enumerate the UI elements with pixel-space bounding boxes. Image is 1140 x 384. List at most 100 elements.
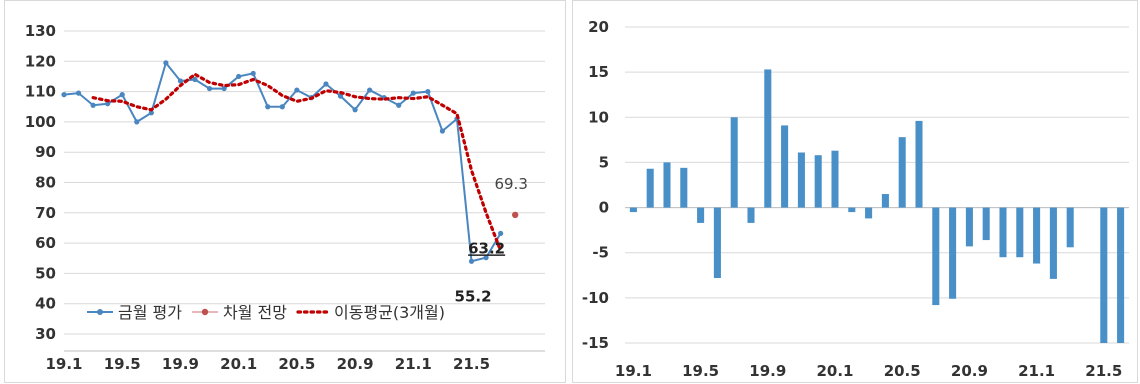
bar — [646, 168, 654, 208]
x-tick-label: 20.9 — [951, 362, 988, 380]
y-tick-label: 130 — [25, 22, 56, 40]
data-point — [498, 230, 504, 237]
bar — [663, 162, 671, 208]
y-tick-label: 0 — [599, 199, 609, 217]
data-label: 55.2 — [455, 288, 492, 306]
legend-label: 이동평균(3개월) — [334, 303, 445, 322]
legend-swatch-marker — [201, 308, 209, 316]
data-point — [177, 78, 184, 84]
data-point — [352, 107, 358, 113]
bar — [680, 167, 688, 208]
x-tick-label: 20.5 — [278, 355, 315, 373]
data-point — [294, 87, 300, 93]
bar — [747, 207, 755, 223]
y-tick-label: 20 — [588, 18, 609, 36]
y-tick-label: 30 — [35, 325, 56, 343]
bar — [865, 207, 873, 219]
x-tick-label: 19.5 — [104, 355, 141, 373]
x-tick-label: 19.9 — [749, 362, 786, 380]
bar — [982, 207, 990, 241]
data-point — [439, 128, 446, 134]
y-tick-label: 15 — [588, 63, 609, 81]
data-point — [90, 102, 96, 108]
data-label: 69.3 — [494, 175, 527, 193]
x-tick-label: 19.9 — [162, 355, 199, 373]
bar — [831, 150, 839, 208]
line-chart-panel: 30 40 50 60 70 80 90 100 110 120 130 19.1 19.5 19.9 20… — [4, 0, 566, 383]
data-point — [163, 60, 169, 66]
bar-chart: -15 -10 -5 0 5 10 15 20 19.1 19.5 19.9 20.1 20.5 20.9… — [582, 18, 1129, 380]
data-point — [134, 119, 140, 125]
x-tick-label: 20.9 — [337, 355, 374, 373]
data-point — [323, 81, 329, 87]
bar — [1049, 207, 1057, 279]
data-point — [105, 101, 111, 107]
legend: 금월 평가 차월 전망 이동평균(3개월) — [87, 303, 445, 322]
x-tick-label: 19.5 — [682, 362, 719, 380]
data-point — [250, 70, 256, 77]
legend-swatch-marker — [97, 309, 103, 315]
series-line-moving-average — [91, 72, 503, 253]
bar — [932, 207, 940, 306]
data-point — [483, 255, 489, 261]
data-label: 63.2 — [468, 239, 505, 257]
data-point — [75, 90, 82, 96]
x-tick-label: 21.1 — [1018, 362, 1055, 380]
data-point — [337, 93, 344, 99]
x-tick-label: 19.1 — [615, 362, 652, 380]
y-tick-label: -15 — [582, 334, 609, 352]
x-tick-label: 20.5 — [884, 362, 921, 380]
y-tick-label: 100 — [25, 113, 56, 131]
bar — [848, 207, 856, 213]
x-tick-label: 21.1 — [395, 355, 432, 373]
y-tick-label: 90 — [35, 143, 56, 161]
bar — [881, 194, 889, 208]
x-tick-label: 20.1 — [220, 355, 257, 373]
bar — [1117, 207, 1125, 343]
y-tick-label: 50 — [35, 264, 56, 282]
bar — [1066, 207, 1074, 248]
x-tick-label: 21.5 — [1085, 362, 1122, 380]
line-chart: 30 40 50 60 70 80 90 100 110 120 130 19.1 19.5 19.9 20… — [25, 22, 545, 373]
y-tick-label: 80 — [35, 174, 56, 192]
bar — [629, 207, 637, 213]
data-point — [396, 102, 402, 108]
data-point — [367, 87, 373, 93]
bar — [781, 125, 789, 208]
bar — [1033, 207, 1041, 264]
data-point — [221, 85, 227, 92]
legend-label: 차월 전망 — [223, 303, 287, 322]
y-tick-label: 120 — [25, 52, 56, 70]
bar — [764, 69, 772, 208]
legend-label: 금월 평가 — [118, 303, 182, 322]
x-tick-label: 21.5 — [453, 355, 490, 373]
data-point — [206, 85, 213, 92]
bar-chart-panel: -15 -10 -5 0 5 10 15 20 19.1 19.5 19.9 20.1 20.5 20.9… — [572, 0, 1138, 383]
y-tick-label: 10 — [588, 108, 609, 126]
data-point — [119, 92, 125, 98]
y-tick-label: -5 — [592, 244, 609, 262]
data-point — [148, 110, 154, 116]
bar — [949, 207, 957, 299]
y-tick-label: 5 — [599, 153, 609, 171]
bar — [999, 207, 1007, 258]
x-tick-label: 20.1 — [816, 362, 853, 380]
y-tick-label: 40 — [35, 295, 56, 313]
data-point — [61, 92, 67, 98]
y-tick-label: 70 — [35, 204, 56, 222]
data-point — [236, 73, 242, 80]
bar — [713, 207, 721, 278]
bar — [814, 155, 822, 208]
data-point — [410, 90, 416, 96]
y-tick-label: -10 — [582, 289, 609, 307]
y-tick-label: 60 — [35, 234, 56, 252]
y-tick-label: 110 — [25, 83, 56, 101]
bar — [965, 207, 973, 247]
data-point — [279, 104, 285, 110]
data-point-forecast — [511, 211, 519, 219]
bar — [797, 152, 805, 208]
bar — [1100, 207, 1108, 343]
data-point — [468, 258, 475, 264]
data-point — [192, 76, 198, 83]
bar — [1016, 207, 1024, 258]
